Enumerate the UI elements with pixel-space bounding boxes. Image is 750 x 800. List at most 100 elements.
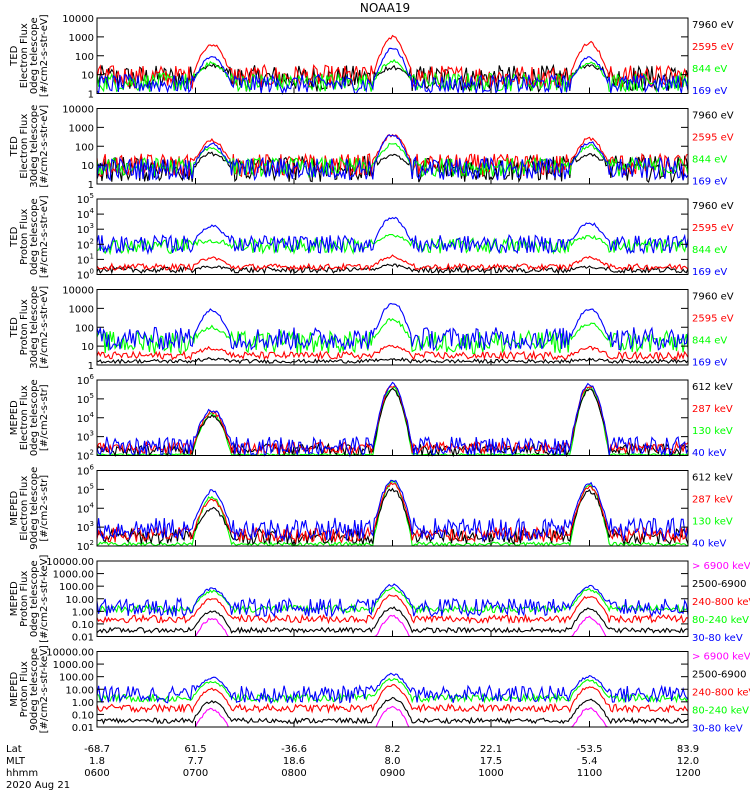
panel-8-legend-item: 240-800 keV (692, 688, 750, 699)
x-row-label-mlt: MLT (6, 756, 26, 767)
panel-6-legend-item: 287 keV (692, 495, 733, 506)
panel-1-ytick-label: 1 (88, 90, 94, 101)
panel-2-ylabel: TED (9, 136, 20, 157)
panel-4-ylabel: Proton Flux (19, 299, 30, 355)
panel-6-ylabel: MEPED (9, 490, 20, 525)
panel-7-ylabel: Proton Flux (19, 571, 30, 627)
x-tick-hhmm: 0700 (183, 768, 208, 779)
panel-8-legend-item: 30-80 keV (692, 724, 743, 735)
panel-4-ylabel: 30deg telescope (29, 286, 40, 369)
panel-3-ylabel: Proton Flux (19, 209, 30, 265)
panel-5-ytick-label: 106 (77, 373, 95, 387)
panel-5-ylabel: Electron Flux (19, 385, 30, 450)
panel-6-ylabel: 90deg telescope (29, 467, 40, 550)
panel-8-ytick-label: 1.00 (72, 698, 94, 709)
panel-8-legend-item: 80-240 keV (692, 706, 749, 717)
panel-7-ytick-label: 100.00 (59, 582, 94, 593)
panel-3-ylabel: TED (9, 226, 20, 247)
panel-7-series-5 (96, 583, 689, 618)
panel-8-series-5 (96, 672, 689, 705)
panel-6-legend-item: 612 keV (692, 473, 733, 484)
panel-5-ytick-label: 104 (77, 411, 95, 425)
panel-6-ytick-label: 106 (77, 464, 95, 478)
panel-4-series-4 (96, 302, 689, 352)
x-tick-lat: 22.1 (480, 744, 502, 755)
panel-1-ytick-label: 10000 (62, 14, 94, 25)
chart-title: NOAA19 (360, 1, 410, 15)
panel-8-ytick-label: 100.00 (59, 673, 94, 684)
x-tick-mlt: 7.7 (188, 756, 204, 767)
panel-5-ylabel: MEPED (9, 400, 20, 435)
panel-6-series-1 (96, 480, 689, 547)
x-tick-hhmm: 1000 (478, 768, 503, 779)
panel-6-series-3 (96, 481, 689, 544)
panel-3-series-4 (96, 216, 689, 256)
panel-2-ylabel: 30deg telescope (29, 105, 40, 188)
panel-6-legend-item: 130 keV (692, 517, 733, 528)
panel-3-ytick-label: 101 (77, 252, 94, 266)
panel-8-legend-item: 2500-6900 (692, 670, 747, 681)
panel-7-ylabel: [#/cm2-s-str-keV] (39, 555, 50, 643)
panel-8-ylabel: [#/cm2-s-str-keV] (39, 645, 50, 733)
panel-4-frame (96, 289, 689, 366)
panel-2-legend-item: 169 eV (692, 177, 727, 188)
date-label: 2020 Aug 21 (6, 780, 70, 791)
x-tick-lat: 83.9 (677, 744, 699, 755)
panel-1-ytick-label: 100 (75, 52, 94, 63)
panel-1-legend-item: 7960 eV (692, 20, 734, 31)
panel-4-ytick-label: 10000 (62, 286, 94, 297)
panel-7-ytick-label: 0.01 (72, 633, 94, 644)
panel-8-series-4 (96, 677, 689, 704)
panel-5-legend-item: 130 keV (692, 426, 733, 437)
panel-1-legend-item: 844 eV (692, 64, 727, 75)
panel-3-legend-item: 2595 eV (692, 223, 734, 234)
panel-2-ytick-label: 1 (88, 180, 94, 191)
panel-3-ylabel: 0deg telescope (29, 198, 40, 275)
panel-7-series-3 (96, 594, 689, 625)
panel-1-legend-item: 169 eV (692, 86, 727, 97)
panel-4-ytick-label: 100 (75, 323, 94, 334)
panel-2-ytick-label: 10000 (62, 105, 94, 116)
panel-7-legend-item: 80-240 keV (692, 615, 749, 626)
x-tick-lat: -53.5 (577, 744, 603, 755)
panel-8-ytick-label: 1000.00 (53, 660, 94, 671)
x-tick-hhmm: 1200 (675, 768, 700, 779)
panel-4-legend-item: 7960 eV (692, 292, 734, 303)
x-tick-hhmm: 1100 (577, 768, 602, 779)
panel-6-legend-item: 40 keV (692, 539, 726, 550)
panel-4-series-2 (96, 344, 689, 362)
panel-2-ytick-label: 1000 (69, 123, 94, 134)
panel-8-ylabel: MEPED (9, 671, 20, 706)
x-tick-hhmm: 0600 (84, 768, 109, 779)
x-tick-mlt: 17.5 (480, 756, 502, 767)
panel-1-ylabel: [#/cm2-s-str-eV] (39, 14, 50, 97)
panel-1-series-2 (96, 34, 689, 90)
panel-3-legend-item: 7960 eV (692, 201, 734, 212)
panel-5-ylabel: 0deg telescope (29, 379, 40, 456)
panel-8-ytick-label: 0.01 (72, 723, 94, 734)
panel-7-legend-item: 240-800 keV (692, 597, 750, 608)
x-tick-lat: 8.2 (385, 744, 401, 755)
x-tick-lat: 61.5 (184, 744, 206, 755)
panel-6-ytick-label: 103 (77, 520, 94, 534)
panel-1-series-1 (96, 62, 689, 93)
panel-5-ytick-label: 105 (77, 392, 94, 406)
panel-4-series-3 (96, 317, 689, 355)
panel-1-series-4 (96, 47, 689, 96)
x-tick-lat: -68.7 (84, 744, 110, 755)
x-tick-mlt: 5.4 (582, 756, 598, 767)
x-tick-hhmm: 0800 (281, 768, 306, 779)
panel-8-ytick-label: 0.10 (72, 710, 94, 721)
panel-2-legend-item: 2595 eV (692, 133, 734, 144)
panel-1-ylabel: Electron Flux (19, 23, 30, 88)
panel-8-ylabel: 90deg telescope (29, 648, 40, 731)
panel-3-ytick-label: 103 (77, 222, 94, 236)
panel-7-series-2 (96, 606, 689, 635)
panel-6-ytick-label: 104 (77, 501, 95, 515)
x-tick-hhmm: 0900 (380, 768, 405, 779)
x-tick-lat: -36.6 (281, 744, 307, 755)
panel-1-ytick-label: 1000 (69, 33, 94, 44)
panel-1-ytick-label: 10 (81, 71, 94, 82)
panel-3-ylabel: [#/cm2-s-str-eV] (39, 195, 50, 278)
